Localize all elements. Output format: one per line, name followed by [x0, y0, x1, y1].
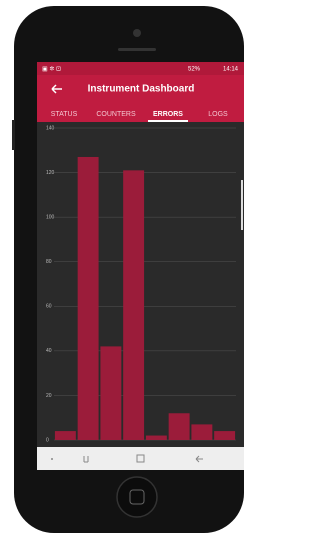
- y-tick-label: 120: [46, 170, 55, 176]
- speaker: [118, 48, 156, 51]
- time: 14:14: [223, 67, 239, 73]
- phone-screenshot: ▣ ✲ ⊡ 52% 14:14 Instrument Dashboard STA…: [0, 0, 252, 535]
- bar: [214, 431, 235, 440]
- status-icons: ▣ ✲ ⊡: [42, 66, 61, 73]
- tab[interactable]: COUNTERS: [96, 111, 136, 118]
- bar: [55, 431, 76, 440]
- side-button: [12, 120, 15, 150]
- y-tick-label: 40: [46, 348, 52, 354]
- battery: 52%: [188, 67, 201, 73]
- camera: [133, 29, 141, 37]
- bar: [146, 436, 167, 440]
- bar: [191, 424, 212, 440]
- status-bar: [37, 62, 244, 75]
- bar: [169, 413, 190, 440]
- bar: [123, 170, 144, 440]
- tab-indicator: [148, 120, 188, 122]
- y-tick-label: 100: [46, 214, 55, 220]
- y-tick-label: 0: [46, 437, 49, 443]
- tab[interactable]: ERRORS: [153, 111, 183, 118]
- bar: [78, 157, 99, 440]
- y-tick-label: 60: [46, 304, 52, 310]
- tab[interactable]: LOGS: [208, 111, 228, 118]
- page: ▣ ✲ ⊡ 52% 14:14 Instrument Dashboard STA…: [0, 0, 252, 535]
- y-tick-label: 20: [46, 393, 52, 399]
- bar: [100, 346, 121, 440]
- scroll-indicator: [241, 180, 243, 230]
- y-tick-label: 80: [46, 259, 52, 265]
- nav-bar: [37, 447, 244, 470]
- app-title: Instrument Dashboard: [88, 84, 195, 95]
- nav-dot: [51, 458, 53, 460]
- tab[interactable]: STATUS: [51, 111, 78, 118]
- y-tick-label: 140: [46, 125, 55, 131]
- home-button[interactable]: [117, 477, 157, 517]
